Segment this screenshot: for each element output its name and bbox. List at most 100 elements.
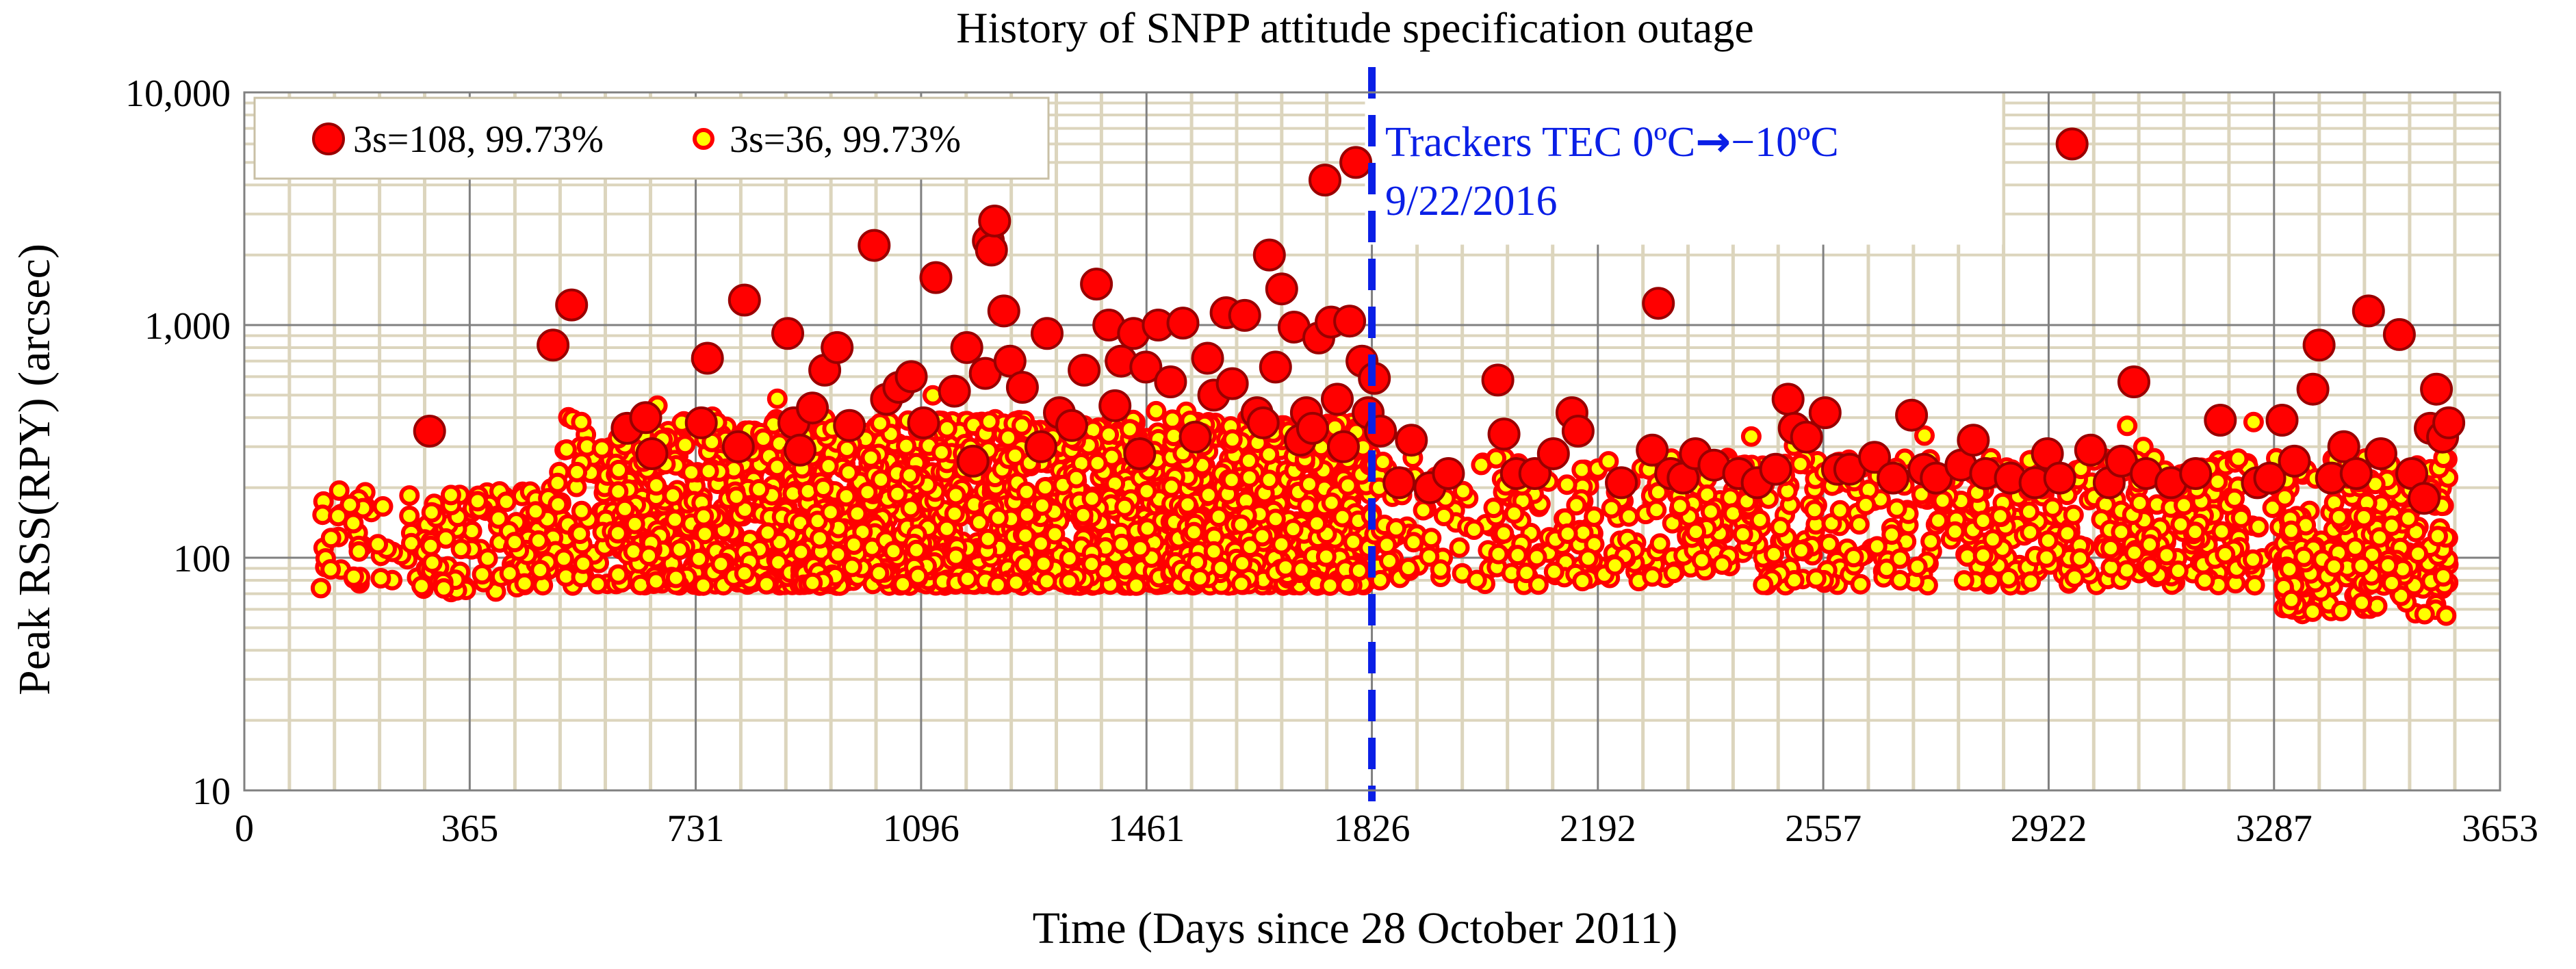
x-tick-label: 1096 bbox=[883, 808, 959, 850]
small-point bbox=[1036, 571, 1057, 592]
small-point bbox=[1557, 523, 1578, 544]
small-point bbox=[665, 567, 686, 589]
small-point bbox=[1119, 419, 1140, 440]
x-tick-label: 1461 bbox=[1108, 808, 1185, 850]
small-point bbox=[1843, 547, 1864, 568]
small-point bbox=[1953, 570, 1974, 591]
small-point bbox=[1035, 477, 1056, 498]
large-point bbox=[1877, 461, 1910, 495]
large-point bbox=[629, 401, 662, 435]
small-point bbox=[525, 501, 546, 522]
small-point bbox=[2281, 589, 2302, 610]
small-point bbox=[1198, 484, 1219, 506]
small-point bbox=[1130, 538, 1151, 559]
small-point bbox=[1972, 511, 1994, 531]
large-point bbox=[2408, 482, 2440, 515]
x-tick-label: 731 bbox=[667, 808, 725, 850]
large-point bbox=[2302, 328, 2336, 362]
small-point bbox=[1829, 500, 1851, 521]
small-point bbox=[1577, 548, 1599, 569]
small-point bbox=[504, 532, 525, 553]
legend-label-small: 3s=36, 99.73% bbox=[730, 118, 961, 161]
small-point bbox=[2063, 504, 2084, 526]
small-point bbox=[1297, 495, 1318, 517]
small-point bbox=[1271, 534, 1292, 555]
small-point bbox=[681, 462, 702, 483]
small-point bbox=[1507, 545, 1528, 566]
small-point bbox=[1483, 498, 1504, 519]
small-point bbox=[1066, 467, 1087, 489]
small-point bbox=[2224, 488, 2245, 509]
small-point bbox=[421, 502, 442, 523]
small-point bbox=[1376, 534, 1398, 556]
small-point bbox=[887, 483, 908, 504]
small-point bbox=[1238, 450, 1259, 471]
small-point bbox=[399, 505, 420, 526]
small-point bbox=[1337, 574, 1358, 595]
small-point bbox=[838, 462, 859, 483]
small-point bbox=[1386, 518, 1406, 539]
small-point bbox=[2398, 508, 2419, 529]
small-point bbox=[548, 494, 569, 515]
large-point bbox=[1166, 307, 1200, 340]
x-tick-label: 3653 bbox=[2462, 808, 2538, 850]
small-point bbox=[693, 506, 714, 527]
small-point bbox=[435, 528, 456, 549]
small-point bbox=[1098, 424, 1120, 445]
large-point bbox=[784, 433, 816, 467]
annotation-text-line2: 9/22/2016 bbox=[1385, 178, 1557, 224]
small-point bbox=[1981, 571, 2001, 592]
small-point bbox=[1087, 452, 1108, 474]
small-point bbox=[422, 552, 443, 573]
large-point bbox=[1055, 409, 1088, 442]
small-point bbox=[556, 439, 577, 460]
small-point bbox=[2414, 604, 2435, 625]
small-point bbox=[698, 461, 719, 482]
small-point bbox=[1146, 400, 1167, 422]
small-point bbox=[767, 388, 788, 409]
x-tick-label: 3287 bbox=[2236, 808, 2313, 850]
large-point bbox=[1123, 437, 1157, 470]
y-tick-label: 1,000 bbox=[144, 305, 231, 348]
small-point bbox=[1081, 554, 1103, 575]
small-point bbox=[1291, 559, 1312, 580]
large-point bbox=[833, 409, 866, 442]
x-tick-label: 2557 bbox=[1785, 808, 1862, 850]
large-point bbox=[1228, 298, 1261, 332]
small-point bbox=[809, 528, 830, 549]
small-point bbox=[1571, 459, 1593, 480]
small-point bbox=[1493, 523, 1515, 544]
large-point bbox=[684, 406, 718, 439]
small-point bbox=[1663, 563, 1684, 584]
large-point bbox=[1333, 305, 1367, 338]
large-point bbox=[635, 437, 669, 470]
small-point bbox=[1072, 504, 1094, 526]
small-point bbox=[450, 539, 472, 560]
large-point bbox=[1252, 238, 1286, 272]
small-point bbox=[1372, 452, 1393, 472]
small-point bbox=[896, 435, 917, 456]
small-point bbox=[944, 503, 965, 524]
small-point bbox=[1403, 532, 1424, 553]
small-point bbox=[1162, 409, 1183, 430]
small-point bbox=[988, 507, 1009, 528]
small-point bbox=[1740, 426, 1762, 447]
small-point bbox=[343, 566, 364, 587]
small-point bbox=[1584, 506, 1605, 527]
small-point bbox=[1413, 500, 1434, 521]
small-point bbox=[339, 494, 361, 515]
x-tick-label: 2922 bbox=[2010, 808, 2087, 850]
small-point bbox=[1463, 519, 1484, 540]
y-tick-label: 10 bbox=[192, 771, 231, 813]
small-point bbox=[675, 435, 696, 456]
small-point bbox=[1136, 480, 1157, 502]
small-point bbox=[2248, 516, 2269, 537]
small-point bbox=[2215, 544, 2236, 565]
small-point bbox=[310, 578, 331, 599]
small-point bbox=[1211, 558, 1232, 578]
small-point bbox=[1972, 545, 1994, 566]
large-point bbox=[1068, 353, 1101, 387]
small-point bbox=[1642, 566, 1663, 587]
small-point bbox=[467, 491, 488, 512]
